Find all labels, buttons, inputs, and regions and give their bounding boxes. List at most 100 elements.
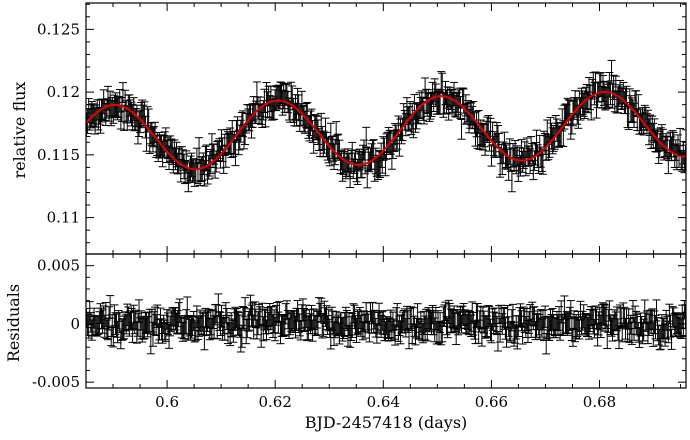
- data-point: [469, 311, 478, 336]
- data-point: [159, 314, 168, 335]
- data-point: [96, 303, 105, 324]
- data-point: [133, 312, 142, 337]
- data-point: [330, 321, 339, 346]
- data-point: [242, 319, 251, 345]
- data-point: [665, 303, 674, 325]
- data-point: [361, 149, 370, 175]
- data-point: [405, 328, 414, 350]
- model-fit-line: [86, 90, 686, 171]
- data-point: [129, 97, 138, 122]
- data-point: [444, 299, 453, 324]
- data-point: [87, 101, 96, 127]
- data-point: [291, 315, 300, 339]
- data-point: [220, 317, 229, 341]
- y-tick-label: 0.125: [37, 20, 80, 38]
- data-point: [531, 142, 540, 166]
- data-point: [161, 322, 170, 342]
- data-point: [537, 318, 546, 338]
- data-point: [289, 97, 298, 123]
- data-point: [613, 318, 622, 341]
- data-point: [443, 317, 452, 339]
- data-point: [310, 114, 319, 138]
- data-point: [610, 309, 619, 331]
- data-point: [421, 77, 430, 100]
- data-point: [416, 311, 425, 333]
- data-point: [137, 310, 146, 331]
- data-point: [317, 297, 326, 323]
- data-point: [181, 160, 190, 185]
- data-point: [656, 127, 665, 150]
- data-point: [580, 92, 589, 119]
- data-point: [259, 316, 268, 342]
- data-point: [413, 102, 422, 124]
- data-point: [132, 321, 141, 344]
- data-point: [615, 325, 624, 350]
- data-point: [205, 318, 214, 341]
- data-point: [548, 308, 557, 330]
- data-point: [160, 131, 169, 158]
- data-point: [623, 322, 632, 342]
- data-point: [648, 308, 657, 330]
- data-point: [480, 310, 489, 334]
- data-point: [313, 311, 322, 336]
- data-point: [502, 326, 511, 348]
- data-point: [384, 126, 393, 153]
- data-point: [477, 122, 486, 146]
- data-point: [523, 319, 532, 343]
- data-point: [204, 155, 213, 180]
- data-point: [110, 304, 119, 327]
- data-point: [428, 81, 437, 105]
- data-point: [550, 127, 559, 150]
- data-point: [511, 324, 520, 344]
- data-point: [624, 308, 633, 330]
- data-point: [398, 117, 407, 142]
- data-point: [513, 145, 522, 167]
- data-point: [522, 137, 531, 159]
- data-point: [656, 325, 665, 350]
- data-point: [315, 297, 324, 317]
- data-point: [406, 308, 415, 329]
- data-point: [228, 318, 237, 338]
- data-point: [498, 313, 507, 335]
- data-point: [608, 83, 617, 109]
- data-point: [442, 316, 451, 336]
- data-point: [328, 310, 337, 335]
- data-point: [463, 309, 472, 330]
- data-point: [654, 324, 663, 346]
- data-point: [355, 306, 364, 330]
- data-point: [147, 308, 156, 333]
- data-point: [490, 307, 499, 328]
- x-tick-label: 0.66: [475, 393, 508, 411]
- data-point: [352, 317, 361, 343]
- data-point: [503, 148, 512, 170]
- data-point: [195, 317, 204, 337]
- data-point: [216, 311, 225, 337]
- data-point: [187, 152, 196, 178]
- data-point: [409, 307, 418, 327]
- data-point: [180, 317, 189, 340]
- data-point: [485, 130, 494, 152]
- data-point: [538, 309, 547, 331]
- data-point: [102, 319, 111, 339]
- data-point: [645, 313, 654, 336]
- data-point: [428, 304, 437, 325]
- data-point: [495, 132, 504, 158]
- data-point: [127, 101, 136, 127]
- data-point: [115, 312, 124, 334]
- data-point: [236, 119, 245, 143]
- data-point: [129, 304, 138, 330]
- data-point: [525, 311, 534, 334]
- data-point: [353, 309, 362, 334]
- data-point: [342, 309, 351, 331]
- data-point: [371, 147, 380, 175]
- data-point: [603, 324, 612, 350]
- data-point: [390, 318, 399, 340]
- data-point: [377, 142, 386, 168]
- data-point: [115, 88, 124, 113]
- data-point: [208, 309, 217, 329]
- data-point: [631, 305, 640, 330]
- data-point: [294, 94, 303, 122]
- data-point: [454, 311, 463, 336]
- data-point: [241, 297, 250, 318]
